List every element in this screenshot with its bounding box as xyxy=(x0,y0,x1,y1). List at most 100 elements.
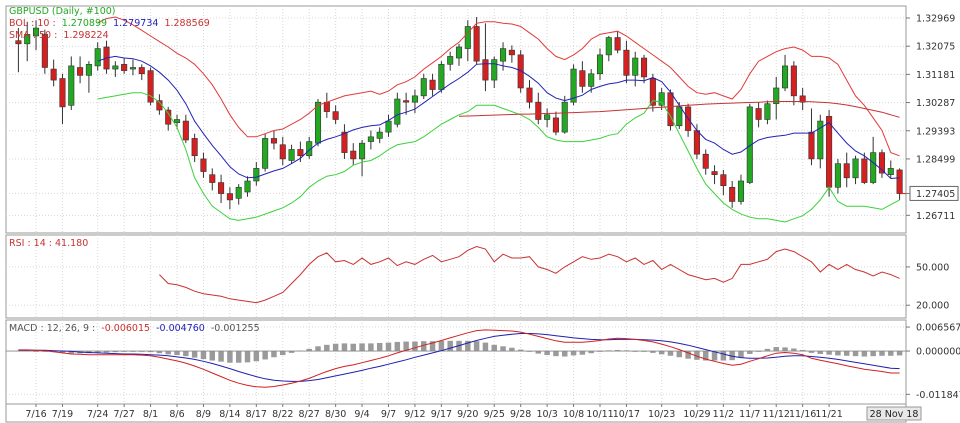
candle-body-up xyxy=(438,64,445,90)
rsi-line xyxy=(159,245,900,304)
bollinger-lower-line xyxy=(97,92,900,223)
candle-body-down xyxy=(623,49,630,76)
candle xyxy=(658,87,665,111)
candle-body-down xyxy=(332,111,339,120)
candle-body-down xyxy=(535,101,542,120)
macd-hist-bar xyxy=(94,351,101,353)
macd-hist-bar xyxy=(359,343,365,352)
macd-hist-bar xyxy=(191,351,198,358)
macd-hist-bar xyxy=(280,351,286,356)
candle xyxy=(720,169,727,196)
macd-hist-bar xyxy=(676,351,683,358)
candle-body-down xyxy=(843,163,850,179)
candle-body-down xyxy=(508,49,515,56)
candle xyxy=(852,155,859,185)
candle xyxy=(15,28,22,73)
macd-hist-bar xyxy=(535,351,542,354)
macd-hist-bar xyxy=(376,343,383,352)
x-tick-label: 7/27 xyxy=(113,409,134,420)
macd-hist-bar xyxy=(368,343,374,352)
candle xyxy=(403,92,410,115)
candle xyxy=(209,168,216,191)
candle-body-up xyxy=(764,103,771,120)
candle-body-down xyxy=(649,78,656,106)
candle-body-up xyxy=(561,101,568,133)
macd-hist-bar xyxy=(59,351,66,353)
candle-body-down xyxy=(755,108,762,120)
candle xyxy=(270,130,277,150)
candle-body-down xyxy=(641,57,648,78)
candle xyxy=(535,92,542,125)
hist-value: -0.001255 xyxy=(211,323,260,334)
x-tick-label: 10/17 xyxy=(613,409,640,420)
macd-hist-bar xyxy=(720,351,727,361)
macd-hist-bar xyxy=(694,351,700,360)
candle xyxy=(817,114,824,169)
candle-body-down xyxy=(50,68,57,81)
candle-body-up xyxy=(385,120,392,133)
candle xyxy=(685,103,692,137)
candle-body-down xyxy=(614,37,621,51)
macd-hist-bar xyxy=(438,340,445,352)
x-tick-label: 10/29 xyxy=(683,409,710,420)
candle xyxy=(341,124,348,159)
candle-body-down xyxy=(878,152,886,174)
x-tick-label: 9/25 xyxy=(484,409,505,420)
candle xyxy=(702,149,709,175)
candle xyxy=(182,114,189,144)
candle xyxy=(235,184,242,205)
candle-body-up xyxy=(173,119,181,123)
candle-body-up xyxy=(94,48,101,67)
macd-hist-bar xyxy=(579,351,586,355)
candle xyxy=(350,143,357,166)
bol-legend: BOL : 10 : 1.270899 1.279734 1.288569 xyxy=(9,18,210,29)
candle xyxy=(464,20,471,62)
candle xyxy=(94,42,101,71)
macd-hist-bar xyxy=(738,351,744,358)
macd-hist-bar xyxy=(808,351,815,353)
candle xyxy=(147,67,154,106)
macd-hist-bar xyxy=(465,340,471,352)
candle-body-down xyxy=(191,138,198,157)
macd-hist-bar xyxy=(888,351,894,356)
macd-hist-bar xyxy=(491,344,497,352)
candle-body-up xyxy=(817,120,824,160)
x-tick-label: 11/16 xyxy=(789,409,816,420)
candle-body-down xyxy=(702,153,709,169)
macd-hist-bar xyxy=(315,346,321,352)
macd-line xyxy=(18,329,900,388)
macd-hist-bar xyxy=(870,351,876,357)
candle-body-up xyxy=(544,114,551,120)
macd-hist-bar xyxy=(147,351,154,353)
x-tick-label: 8/6 xyxy=(169,409,184,420)
candle-body-down xyxy=(729,186,736,202)
macd-hist-bar xyxy=(817,351,824,354)
x-tick-label: 10/8 xyxy=(563,409,584,420)
candle xyxy=(218,174,225,204)
macd-hist-bar xyxy=(253,351,260,362)
macd-hist-bar xyxy=(562,351,568,357)
candle xyxy=(376,127,383,144)
macd-hist-bar xyxy=(165,351,171,355)
candle-body-down xyxy=(147,70,154,103)
macd-hist-bar xyxy=(782,347,788,352)
macd-hist-bar xyxy=(773,347,779,352)
macd-hist-bar xyxy=(570,351,577,356)
candle-body-down xyxy=(473,26,480,62)
candle xyxy=(649,73,656,112)
x-tick-label: 8/1 xyxy=(143,409,158,420)
candle-body-up xyxy=(773,87,780,105)
candle-body-down xyxy=(77,67,84,76)
macd-panel xyxy=(6,329,906,388)
candle xyxy=(438,61,445,93)
macd-hist-bar xyxy=(200,351,207,360)
candle-body-down xyxy=(482,59,489,81)
candle-body-up xyxy=(235,186,242,199)
sma-legend-label: SMA : 50 : xyxy=(9,30,57,41)
x-tick-label: 11/12 xyxy=(763,409,790,420)
axes: 7/16 7/19 7/24 7/27 8/1 8/6 8/9 8/14 8/17 8/22 8/2… xyxy=(25,14,960,421)
candle-body-up xyxy=(447,56,454,65)
candle xyxy=(808,108,815,166)
macd-y-tick-label: 0.000000 xyxy=(916,347,960,358)
price-y-tick-label: 1.26711 xyxy=(916,211,955,222)
